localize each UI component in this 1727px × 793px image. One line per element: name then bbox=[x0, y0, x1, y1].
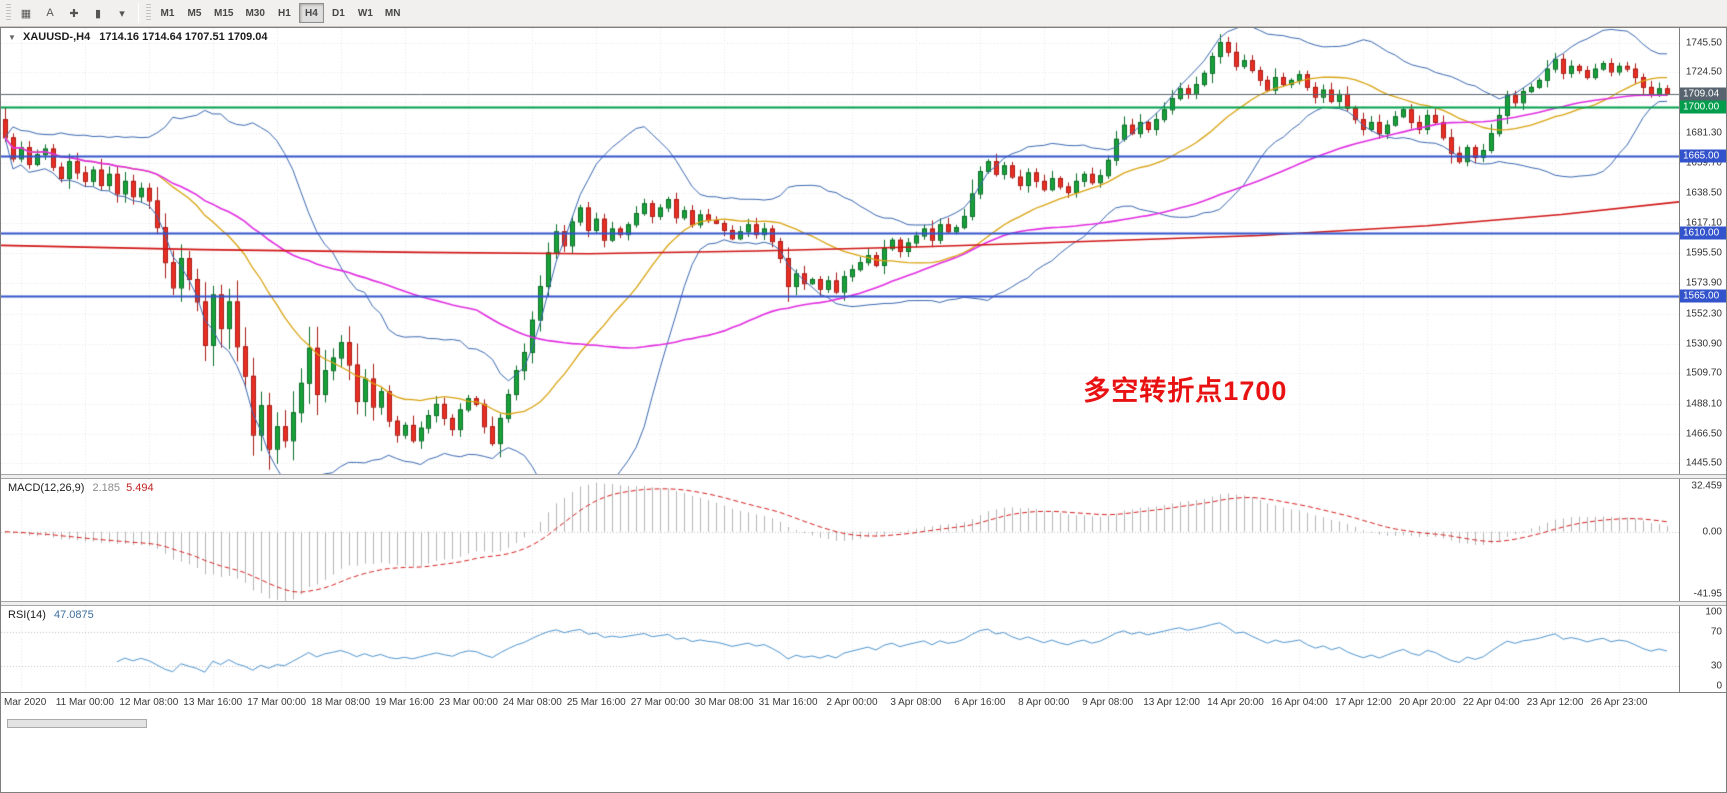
axis-tick: 1573.90 bbox=[1685, 277, 1722, 289]
axis-tick: 30 bbox=[1710, 660, 1722, 672]
time-axis-label: 17 Apr 12:00 bbox=[1335, 697, 1392, 708]
symbol-timeframe-label: XAUUSD-,H4 bbox=[22, 31, 91, 43]
chart-window: ▼ XAUUSD-,H4 1714.16 1714.64 1707.51 170… bbox=[0, 27, 1727, 793]
time-axis-label: 13 Mar 16:00 bbox=[183, 697, 243, 708]
time-axis-label: 16 Apr 04:00 bbox=[1271, 697, 1328, 708]
axis-tick: 1681.30 bbox=[1685, 127, 1722, 139]
crosshair-icon[interactable]: ✚ bbox=[63, 3, 85, 23]
rsi-label: RSI(14) 47.0875 bbox=[8, 609, 94, 621]
macd-main-value: 2.185 bbox=[92, 482, 121, 494]
pane-splitter[interactable] bbox=[1, 474, 1726, 479]
rsi-pane: RSI(14) 47.0875 bbox=[1, 606, 1679, 692]
time-axis-label: 18 Mar 08:00 bbox=[311, 697, 371, 708]
time-axis-label: 20 Apr 20:00 bbox=[1398, 697, 1456, 708]
hline-price-label: 1700.00 bbox=[1680, 100, 1726, 114]
time-axis-label: 24 Mar 08:00 bbox=[502, 697, 562, 708]
timeframe-h1-button[interactable]: H1 bbox=[272, 3, 297, 23]
current-price-label: 1709.04 bbox=[1680, 87, 1726, 101]
chart-annotation-text[interactable]: 多空转折点1700 bbox=[1083, 375, 1288, 406]
axis-tick: 70 bbox=[1710, 626, 1722, 638]
time-axis-label: 25 Mar 16:00 bbox=[566, 697, 626, 708]
timeframe-mn-button[interactable]: MN bbox=[380, 3, 406, 23]
candlestick-style-icon[interactable]: ▮ bbox=[87, 3, 109, 23]
axis-tick: 1552.30 bbox=[1685, 308, 1722, 320]
axis-tick: 0 bbox=[1716, 680, 1722, 692]
timeframe-m30-button[interactable]: M30 bbox=[240, 3, 269, 23]
time-axis-label: 6 Apr 16:00 bbox=[954, 697, 1006, 708]
toolbar-grip[interactable] bbox=[146, 4, 151, 22]
indicators-dropdown-icon[interactable]: ▾ bbox=[111, 3, 133, 23]
axis-tick: 1724.50 bbox=[1685, 66, 1722, 78]
axis-tick: 100 bbox=[1705, 606, 1722, 618]
rsi-chart-canvas[interactable] bbox=[1, 606, 1679, 692]
axis-tick: 1530.90 bbox=[1685, 338, 1722, 350]
axis-tick: 1445.50 bbox=[1685, 457, 1722, 469]
rsi-axis[interactable]: 100 70 30 0 bbox=[1679, 606, 1726, 692]
time-axis-label: 9 Mar 2020 bbox=[1, 697, 47, 708]
timeframe-m5-button[interactable]: M5 bbox=[182, 3, 207, 23]
timeframes-group: M1 M5 M15 M30 H1 H4 D1 W1 MN bbox=[154, 3, 406, 23]
time-axis-label: 23 Mar 00:00 bbox=[438, 697, 498, 708]
toolbar-grip[interactable] bbox=[6, 4, 11, 22]
time-axis-label: 8 Apr 00:00 bbox=[1018, 697, 1070, 708]
macd-pane: MACD(12,26,9) 2.185 5.494 bbox=[1, 479, 1679, 601]
time-axis-label: 17 Mar 00:00 bbox=[247, 697, 307, 708]
macd-signal-value: 5.494 bbox=[126, 482, 154, 494]
macd-label: MACD(12,26,9) 2.185 5.494 bbox=[8, 482, 154, 494]
hline-price-label: 1565.00 bbox=[1680, 289, 1726, 303]
time-axis-label: 12 Mar 08:00 bbox=[119, 697, 179, 708]
bottom-area bbox=[1, 712, 1726, 792]
time-axis-label: 30 Mar 08:00 bbox=[694, 697, 754, 708]
hline-price-label: 1665.00 bbox=[1680, 149, 1726, 163]
macd-name: MACD(12,26,9) bbox=[8, 482, 85, 494]
timeframe-d1-button[interactable]: D1 bbox=[326, 3, 351, 23]
axis-tick: 1659.70 bbox=[1685, 157, 1722, 169]
pane-splitter[interactable] bbox=[1, 601, 1726, 606]
time-axis-label: 13 Apr 12:00 bbox=[1143, 697, 1200, 708]
symbol-dropdown-icon[interactable]: ▼ bbox=[8, 33, 16, 42]
time-axis-label: 3 Apr 08:00 bbox=[890, 697, 942, 708]
axis-tick: 1745.50 bbox=[1685, 37, 1722, 49]
cursor-mode-icon[interactable]: A bbox=[39, 3, 61, 23]
top-toolbar: ▦ A ✚ ▮ ▾ M1 M5 M15 M30 H1 H4 D1 W1 MN bbox=[0, 0, 1727, 27]
toolbar-separator bbox=[138, 3, 139, 23]
rsi-name: RSI(14) bbox=[8, 609, 46, 621]
axis-tick: 1509.70 bbox=[1685, 367, 1722, 379]
price-axis[interactable]: 1745.501724.501703.401681.301659.701638.… bbox=[1679, 28, 1726, 474]
axis-tick: 0.00 bbox=[1702, 526, 1722, 538]
time-axis-label: 14 Apr 20:00 bbox=[1207, 697, 1264, 708]
axis-tick: 1617.10 bbox=[1685, 217, 1722, 229]
chart-hscrollbar-thumb[interactable] bbox=[7, 719, 147, 728]
time-axis-label: 23 Apr 12:00 bbox=[1526, 697, 1584, 708]
timeframe-w1-button[interactable]: W1 bbox=[353, 3, 378, 23]
axis-tick: 1488.10 bbox=[1685, 398, 1722, 410]
axis-tick: 1466.50 bbox=[1685, 428, 1722, 440]
time-axis-label: 11 Mar 00:00 bbox=[55, 697, 114, 708]
chart-tools-group: ▦ A ✚ ▮ ▾ bbox=[14, 3, 134, 23]
charts-grid-icon[interactable]: ▦ bbox=[15, 3, 37, 23]
rsi-value: 47.0875 bbox=[53, 609, 94, 621]
axis-tick: 1595.50 bbox=[1685, 247, 1722, 259]
candlestick-chart-canvas[interactable] bbox=[1, 28, 1679, 474]
ohlc-values: 1714.16 1714.64 1707.51 1709.04 bbox=[99, 31, 268, 43]
timeframe-h4-button[interactable]: H4 bbox=[298, 3, 324, 23]
axis-tick: 32.459 bbox=[1691, 480, 1722, 492]
time-axis-label: 2 Apr 00:00 bbox=[826, 697, 878, 708]
macd-chart-canvas[interactable] bbox=[1, 479, 1679, 601]
chart-title: ▼ XAUUSD-,H4 1714.16 1714.64 1707.51 170… bbox=[8, 31, 268, 43]
main-chart-pane: ▼ XAUUSD-,H4 1714.16 1714.64 1707.51 170… bbox=[1, 28, 1679, 474]
timeframe-m15-button[interactable]: M15 bbox=[209, 3, 238, 23]
time-axis-label: 31 Mar 16:00 bbox=[758, 697, 818, 708]
timeframe-m1-button[interactable]: M1 bbox=[155, 3, 180, 23]
macd-axis[interactable]: 32.459 0.00 -41.95 bbox=[1679, 479, 1726, 601]
time-axis-label: 22 Apr 04:00 bbox=[1462, 697, 1520, 708]
time-axis[interactable]: 9 Mar 2020 11 Mar 00:00 12 Mar 08:00 13 Mar… bbox=[1, 692, 1726, 712]
axis-tick: -41.95 bbox=[1693, 588, 1722, 600]
time-axis-label: 19 Mar 16:00 bbox=[375, 697, 434, 708]
time-axis-label: 27 Mar 00:00 bbox=[630, 697, 690, 708]
time-axis-label: 9 Apr 08:00 bbox=[1082, 697, 1134, 708]
time-axis-label: 26 Apr 23:00 bbox=[1590, 697, 1648, 708]
axis-tick: 1638.50 bbox=[1685, 187, 1722, 199]
hline-price-label: 1610.00 bbox=[1680, 226, 1726, 240]
